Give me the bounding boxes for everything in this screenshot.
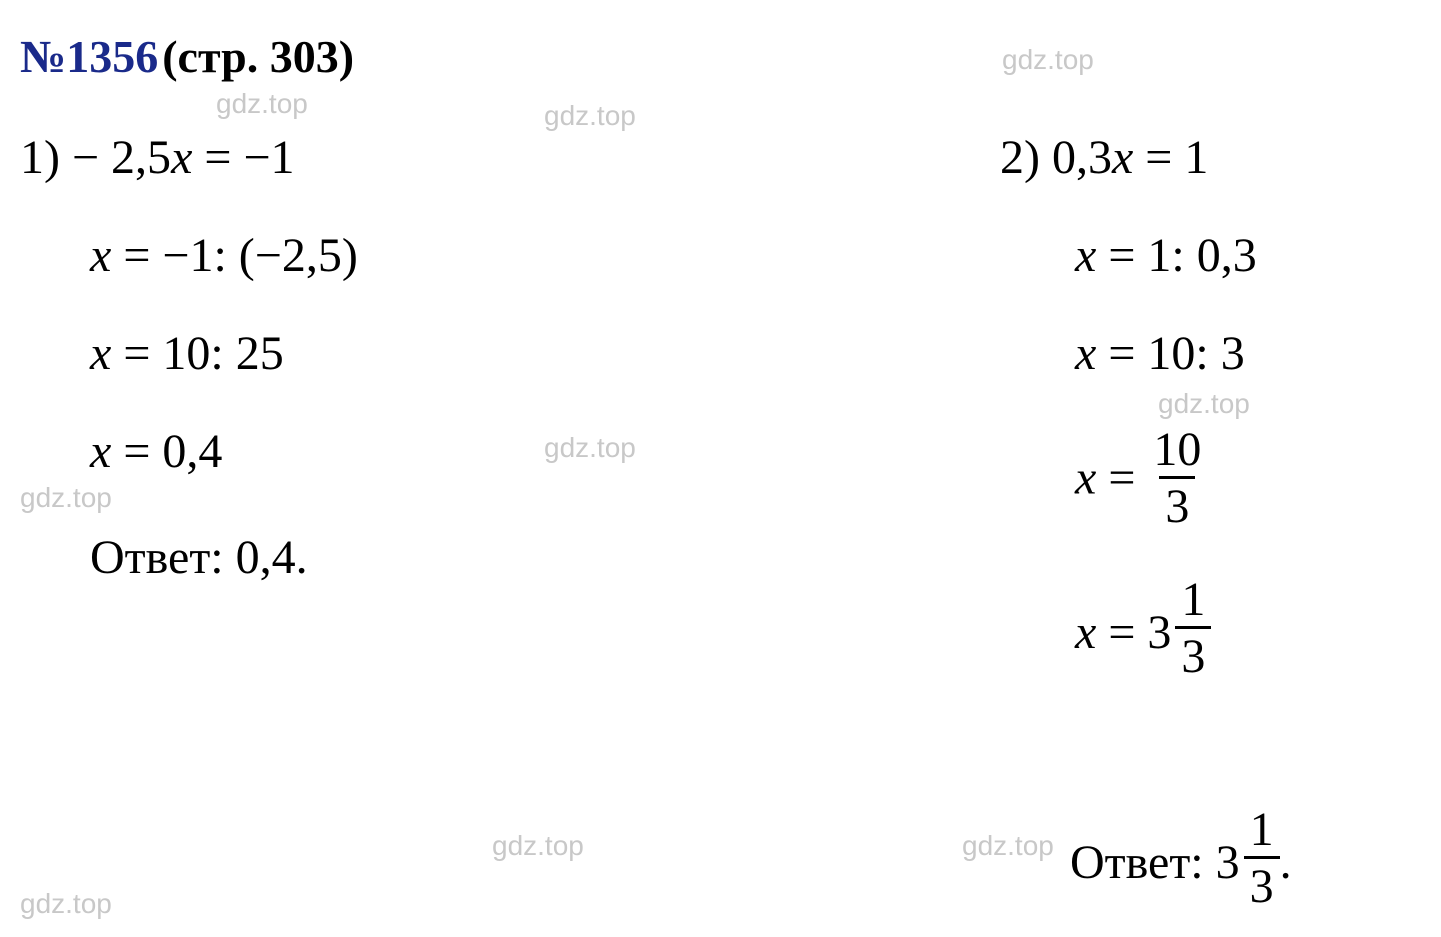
fraction-denominator: 3: [1175, 626, 1211, 681]
p1-line4: x = 0,4: [90, 424, 222, 479]
p2-step2: = 1: 0,3: [1108, 229, 1256, 282]
p1-line2: x = −1: (−2,5): [90, 228, 358, 283]
mixed-whole: 3: [1147, 605, 1171, 660]
page-reference: (стр. 303): [162, 31, 354, 82]
period: .: [1280, 836, 1292, 889]
watermark: gdz.top: [216, 88, 308, 120]
p2-line2: x = 1: 0,3: [1075, 228, 1257, 283]
p2-eq1-rhs: = 1: [1145, 131, 1208, 184]
watermark: gdz.top: [20, 482, 112, 514]
mixed-fraction: 1 3: [1244, 806, 1280, 911]
watermark: gdz.top: [1158, 388, 1250, 420]
watermark: gdz.top: [544, 432, 636, 464]
problem-number: №1356: [20, 31, 158, 82]
p1-step2: = −1: (−2,5): [123, 229, 358, 282]
mixed-fraction: 1 3: [1175, 576, 1211, 681]
watermark: gdz.top: [544, 100, 636, 132]
fraction-numerator: 1: [1175, 576, 1211, 626]
variable-x: x: [90, 327, 111, 380]
watermark: gdz.top: [492, 830, 584, 862]
watermark: gdz.top: [20, 888, 112, 920]
p2-index: 2): [1000, 131, 1040, 184]
p1-eq1-rhs: = −1: [204, 131, 294, 184]
equals-text: =: [1108, 452, 1147, 505]
p2-step3: = 10: 3: [1108, 327, 1244, 380]
problem-title: №1356 (стр. 303): [20, 30, 354, 83]
watermark: gdz.top: [962, 830, 1054, 862]
answer-label: Ответ:: [1070, 836, 1216, 889]
variable-x: x: [171, 131, 192, 184]
p1-coef: − 2,5: [72, 131, 171, 184]
p2-line4: x = 10 3: [1075, 430, 1207, 535]
p1-index: 1): [20, 131, 60, 184]
p2-line3: x = 10: 3: [1075, 326, 1245, 381]
p2-answer: Ответ: 3 1 3 .: [1070, 810, 1292, 915]
variable-x: x: [1075, 327, 1096, 380]
fraction-10-3: 10 3: [1147, 426, 1207, 531]
variable-x: x: [1112, 131, 1133, 184]
p1-step4: = 0,4: [123, 425, 222, 478]
p1-line3: x = 10: 25: [90, 326, 284, 381]
variable-x: x: [1075, 229, 1096, 282]
fraction-denominator: 3: [1159, 476, 1195, 531]
watermark: gdz.top: [1002, 44, 1094, 76]
answer-label: Ответ:: [90, 531, 236, 584]
p1-answer: Ответ: 0,4.: [90, 530, 308, 585]
answer-mixed-number: 3 1 3: [1216, 810, 1280, 915]
mixed-whole: 3: [1216, 835, 1240, 890]
p2-line1: 2) 0,3x = 1: [1000, 130, 1208, 185]
mixed-number: 3 1 3: [1147, 580, 1211, 685]
variable-x: x: [1075, 452, 1096, 505]
answer-value: 0,4.: [236, 531, 308, 584]
variable-x: x: [90, 425, 111, 478]
p2-coef: 0,3: [1052, 131, 1112, 184]
fraction-numerator: 10: [1147, 426, 1207, 476]
fraction-numerator: 1: [1244, 806, 1280, 856]
p1-line1: 1) − 2,5x = −1: [20, 130, 295, 185]
variable-x: x: [1075, 606, 1096, 659]
variable-x: x: [90, 229, 111, 282]
p1-step3: = 10: 25: [123, 327, 283, 380]
equals-text: =: [1108, 606, 1147, 659]
fraction-denominator: 3: [1244, 856, 1280, 911]
p2-line5: x = 3 1 3: [1075, 580, 1211, 685]
